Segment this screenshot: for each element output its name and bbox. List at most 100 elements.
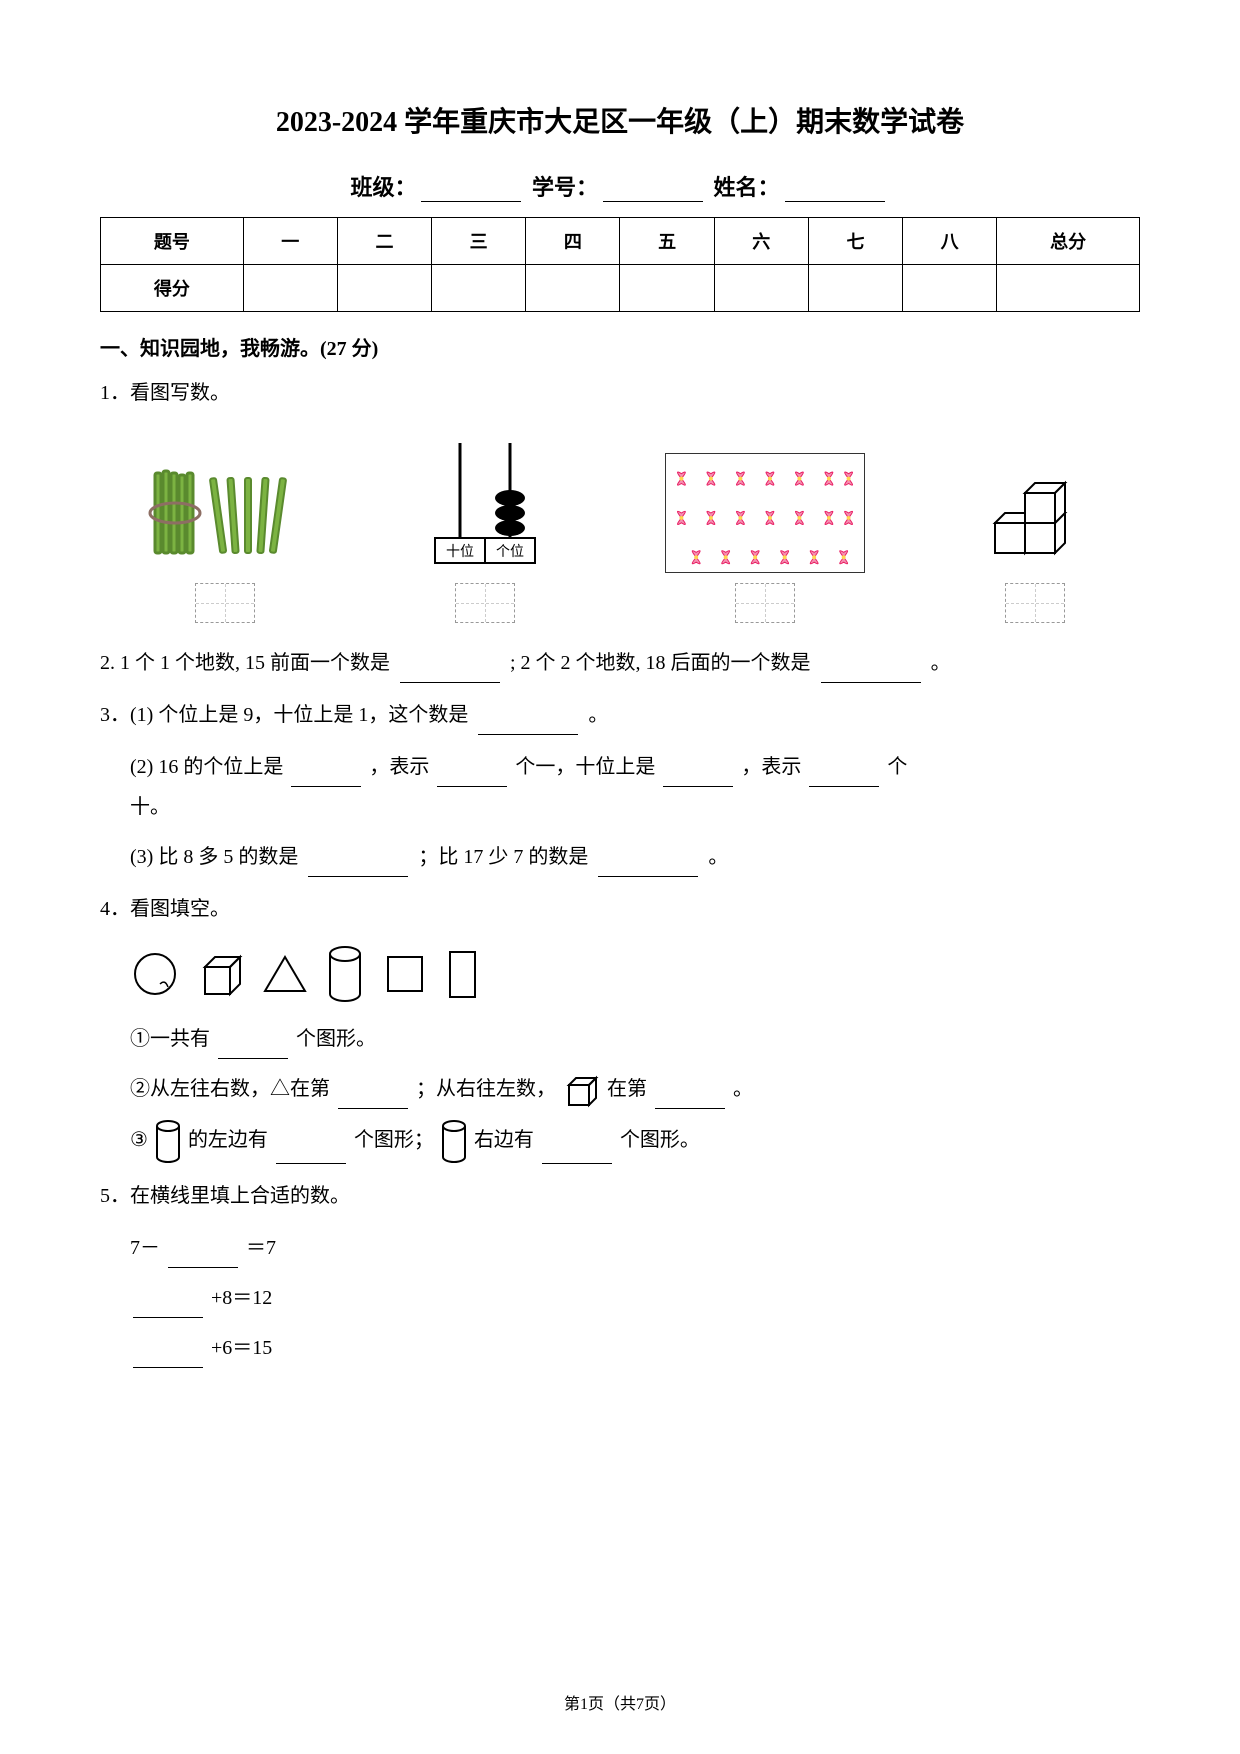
q4-3-text: 个图形； — [354, 1129, 434, 1151]
butterflies-icon — [665, 453, 865, 573]
class-blank[interactable] — [421, 201, 521, 202]
q4-2-text: ；从右往左数， — [416, 1078, 556, 1100]
q3-3-blank[interactable] — [308, 876, 408, 877]
q4-2-blank[interactable] — [655, 1108, 725, 1109]
q3-2-blank[interactable] — [809, 786, 879, 787]
q3-2-blank[interactable] — [291, 786, 361, 787]
q5-1-blank[interactable] — [168, 1267, 238, 1268]
table-header: 四 — [526, 218, 620, 265]
answer-box[interactable] — [735, 583, 795, 623]
table-header: 三 — [432, 218, 526, 265]
cylinder-inline-icon — [439, 1119, 469, 1164]
q4-1-blank[interactable] — [218, 1058, 288, 1059]
sticks-icon — [145, 453, 305, 573]
q3-3-text: (3) 比 8 多 5 的数是 — [130, 846, 298, 868]
score-cell[interactable] — [903, 265, 997, 312]
q4-2-text: 在第 — [607, 1078, 647, 1100]
tens-label: 十位 — [446, 544, 474, 560]
q3-3-blank[interactable] — [598, 876, 698, 877]
q4-3-blank[interactable] — [276, 1163, 346, 1164]
q1-images-row: 十位 个位 — [100, 433, 1140, 623]
q3-3-text: ；比 17 少 7 的数是 — [418, 846, 588, 868]
abacus-icon: 十位 个位 — [415, 433, 555, 573]
q3-1-blank[interactable] — [478, 734, 578, 735]
q5-2-text: +8＝12 — [211, 1287, 272, 1309]
q4-2-text: ②从左往右数，△在第 — [130, 1078, 330, 1100]
q4-1-text: ①一共有 — [130, 1028, 210, 1050]
sticks-image-item — [145, 453, 305, 623]
q4-1-text: 个图形。 — [296, 1028, 376, 1050]
q4-3-text: ③ — [130, 1129, 148, 1151]
q3-2-text: 个 — [887, 756, 907, 778]
score-cell[interactable] — [526, 265, 620, 312]
id-blank[interactable] — [603, 201, 703, 202]
student-info-line: 班级： 学号： 姓名： — [100, 170, 1140, 202]
q2-text: 。 — [931, 652, 951, 674]
exam-title: 2023-2024 学年重庆市大足区一年级（上）期末数学试卷 — [100, 100, 1140, 140]
question-4-2: ②从左往右数，△在第 ；从右往左数， 在第 。 — [130, 1069, 1140, 1109]
score-cell[interactable] — [997, 265, 1140, 312]
score-cell[interactable] — [243, 265, 337, 312]
score-cell[interactable] — [620, 265, 714, 312]
question-1: 1．看图写数。 — [100, 373, 1140, 413]
q5-1-text: 7－ — [130, 1237, 160, 1259]
name-blank[interactable] — [785, 201, 885, 202]
q4-3-text: 的左边有 — [188, 1129, 268, 1151]
q2-blank-2[interactable] — [821, 682, 921, 683]
score-cell[interactable] — [337, 265, 431, 312]
score-row-label: 得分 — [101, 265, 244, 312]
q5-1-text: ＝7 — [246, 1237, 276, 1259]
q5-3-text: +6＝15 — [211, 1337, 272, 1359]
q3-1-text: 3．(1) 个位上是 9，十位上是 1，这个数是 — [100, 704, 468, 726]
cubes-icon — [975, 453, 1095, 573]
answer-box[interactable] — [455, 583, 515, 623]
q3-2-text: ，表示 — [741, 756, 801, 778]
question-5-1: 7－ ＝7 — [130, 1228, 1140, 1268]
q4-3-text: 右边有 — [474, 1129, 534, 1151]
question-5: 5．在横线里填上合适的数。 — [100, 1176, 1140, 1216]
name-label: 姓名： — [714, 175, 780, 200]
q5-2-blank[interactable] — [133, 1317, 203, 1318]
table-header: 六 — [714, 218, 808, 265]
q3-3-text: 。 — [708, 846, 728, 868]
cube-icon — [195, 949, 245, 999]
table-header: 一 — [243, 218, 337, 265]
q3-2-text: ，表示 — [369, 756, 429, 778]
question-3-3: (3) 比 8 多 5 的数是 ；比 17 少 7 的数是 。 — [130, 837, 1140, 877]
question-4-3: ③ 的左边有 个图形； 右边有 个图形。 — [130, 1119, 1140, 1164]
score-cell[interactable] — [808, 265, 902, 312]
q3-2-blank[interactable] — [663, 786, 733, 787]
circle-icon — [130, 949, 180, 999]
cubes-image-item — [975, 453, 1095, 623]
q2-blank-1[interactable] — [400, 682, 500, 683]
rectangle-icon — [445, 947, 480, 1002]
question-3-1: 3．(1) 个位上是 9，十位上是 1，这个数是 。 — [100, 695, 1140, 735]
q2-text: 2. 1 个 1 个地数, 15 前面一个数是 — [100, 652, 390, 674]
answer-box[interactable] — [195, 583, 255, 623]
score-cell[interactable] — [432, 265, 526, 312]
question-5-3: +6＝15 — [130, 1328, 1140, 1368]
cylinder-inline-icon — [153, 1119, 183, 1164]
table-header: 题号 — [101, 218, 244, 265]
question-5-2: +8＝12 — [130, 1278, 1140, 1318]
abacus-image-item: 十位 个位 — [415, 433, 555, 623]
page-footer: 第1页（共7页） — [0, 1690, 1240, 1714]
table-header: 八 — [903, 218, 997, 265]
score-table: 题号 一 二 三 四 五 六 七 八 总分 得分 — [100, 217, 1140, 312]
q4-2-blank[interactable] — [338, 1108, 408, 1109]
table-header: 五 — [620, 218, 714, 265]
question-4: 4．看图填空。 — [100, 889, 1140, 929]
square-icon — [380, 949, 430, 999]
q3-1-text: 。 — [588, 704, 608, 726]
id-label: 学号： — [532, 175, 598, 200]
q2-text: ; 2 个 2 个地数, 18 后面的一个数是 — [510, 652, 811, 674]
q5-3-blank[interactable] — [133, 1367, 203, 1368]
q3-2-blank[interactable] — [437, 786, 507, 787]
ones-label: 个位 — [496, 544, 524, 560]
triangle-icon — [260, 949, 310, 999]
q4-2-text: 。 — [733, 1078, 753, 1100]
question-2: 2. 1 个 1 个地数, 15 前面一个数是 ; 2 个 2 个地数, 18 … — [100, 643, 1140, 683]
score-cell[interactable] — [714, 265, 808, 312]
q4-3-blank[interactable] — [542, 1163, 612, 1164]
answer-box[interactable] — [1005, 583, 1065, 623]
